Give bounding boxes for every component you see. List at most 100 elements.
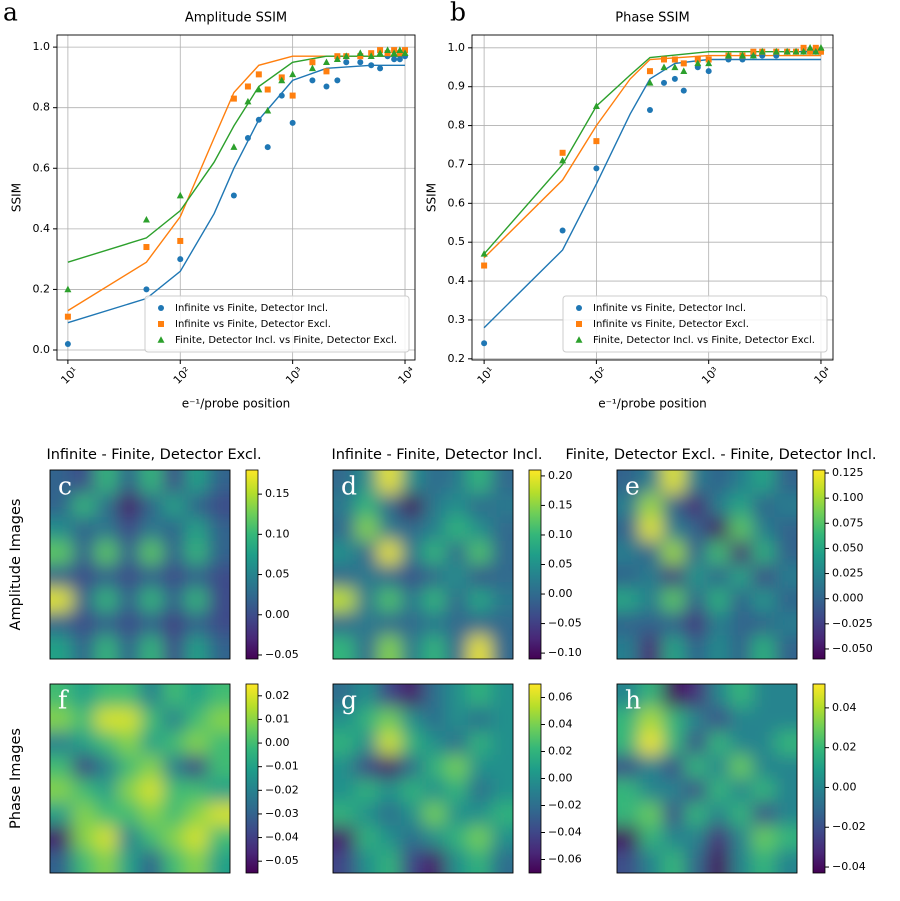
marker: [323, 83, 330, 90]
heatmap-cell: [72, 588, 96, 613]
heatmap-cell: [490, 540, 513, 565]
heatmap-cell: [333, 517, 356, 542]
plot-frame: [471, 34, 834, 361]
marker: [176, 191, 184, 199]
heatmap-cell: [378, 493, 401, 518]
heatmap-cell: [95, 707, 118, 732]
heatmap-cell: [445, 493, 469, 518]
heatmap-cell: [95, 611, 118, 636]
heatmap-cell: [707, 731, 730, 756]
heatmap-cell: [445, 540, 469, 565]
marker: [64, 285, 72, 293]
heatmap-cell: [207, 684, 230, 709]
heatmap-cell: [207, 611, 230, 636]
colorbar-tick-label: 0.02: [265, 689, 290, 702]
heatmap-cell: [752, 564, 775, 589]
heatmap-cell: [423, 754, 446, 779]
heatmap-cell: [162, 635, 186, 659]
heatmap-cell: [333, 611, 356, 636]
marker: [367, 52, 375, 60]
heatmap-cell: [162, 470, 186, 495]
legend-box: [562, 295, 828, 353]
heatmap-cell: [72, 470, 96, 495]
heatmap-cell: [774, 470, 797, 495]
heatmap-cell: [333, 564, 356, 589]
heatmap-cell: [162, 849, 186, 873]
heatmap-cell: [639, 611, 663, 636]
heatmap-cell: [355, 517, 379, 542]
heatmap-cell: [662, 825, 685, 850]
heatmap-cell: [162, 517, 186, 542]
heatmap-cell: [140, 493, 163, 518]
heatmap-cell: [355, 731, 379, 756]
heatmap-cell: [617, 611, 640, 636]
legend-label: Infinite vs Finite, Detector Excl.: [593, 319, 749, 330]
y-tick-label: 0.6: [448, 196, 466, 209]
marker: [705, 68, 712, 75]
colorbar-tick-label: −0.10: [548, 646, 582, 659]
marker: [800, 47, 808, 55]
heatmap-cell: [729, 707, 753, 732]
heatmap-cell: [468, 517, 491, 542]
heatmap-cell: [617, 564, 640, 589]
marker: [309, 59, 316, 66]
colorbar-tick-label: −0.03: [265, 807, 299, 820]
heatmap-cell: [639, 754, 663, 779]
heatmap-cell: [752, 493, 775, 518]
marker: [812, 47, 820, 55]
heatmap-cell: [185, 540, 208, 565]
heatmap-cell: [400, 588, 424, 613]
heatmap-cell: [95, 802, 118, 827]
heatmap-cell: [707, 802, 730, 827]
marker: [343, 59, 350, 66]
heatmap-cell: [423, 825, 446, 850]
heatmap-cell: [162, 684, 186, 709]
marker: [384, 50, 391, 57]
marker: [680, 67, 688, 74]
fit-line: [67, 64, 405, 324]
y-tick-label: 0.5: [448, 235, 466, 248]
heatmap-cell: [72, 635, 96, 659]
heatmap-cell: [117, 493, 141, 518]
heatmap-cell: [707, 470, 730, 495]
heatmap-cell: [400, 493, 424, 518]
heatmap-cell: [468, 778, 491, 803]
heatmap-cell: [707, 540, 730, 565]
heatmap-cell: [378, 825, 401, 850]
legend-label: Infinite vs Finite, Detector Incl.: [175, 303, 328, 314]
image-frame: [616, 469, 798, 660]
colorbar-tick-label: 0.02: [548, 745, 573, 758]
heatmap-cell: [684, 517, 708, 542]
heatmap-cell: [140, 707, 163, 732]
heatmap-cell: [378, 611, 401, 636]
heatmap-cell: [140, 802, 163, 827]
heatmap-cell: [72, 493, 96, 518]
colorbar: [812, 469, 826, 660]
marker: [230, 143, 238, 150]
colorbar-tick-label: 0.05: [265, 568, 290, 581]
heatmap-cell: [207, 849, 230, 873]
marker: [680, 87, 687, 94]
marker: [705, 59, 713, 67]
heatmap-cell: [72, 707, 96, 732]
heatmap-cell: [684, 493, 708, 518]
heatmap-cell: [729, 611, 753, 636]
heatmap-cell: [774, 825, 797, 850]
marker: [680, 60, 687, 67]
heatmap-cell: [355, 493, 379, 518]
image-frame: [616, 683, 798, 874]
heatmap-cell: [423, 470, 446, 495]
heatmap-cell: [490, 802, 513, 827]
marker: [289, 70, 297, 78]
marker: [391, 56, 398, 63]
heatmap-cell: [95, 517, 118, 542]
heatmap-cell: [140, 635, 163, 659]
marker: [177, 237, 184, 244]
heatmap-cell: [468, 707, 491, 732]
marker: [593, 138, 600, 145]
heatmap-cell: [617, 731, 640, 756]
marker: [660, 79, 667, 86]
row-label: Phase Images: [8, 728, 24, 829]
colorbar-tick-label: −0.02: [832, 820, 866, 833]
legend-label: Infinite vs Finite, Detector Excl.: [175, 319, 331, 330]
